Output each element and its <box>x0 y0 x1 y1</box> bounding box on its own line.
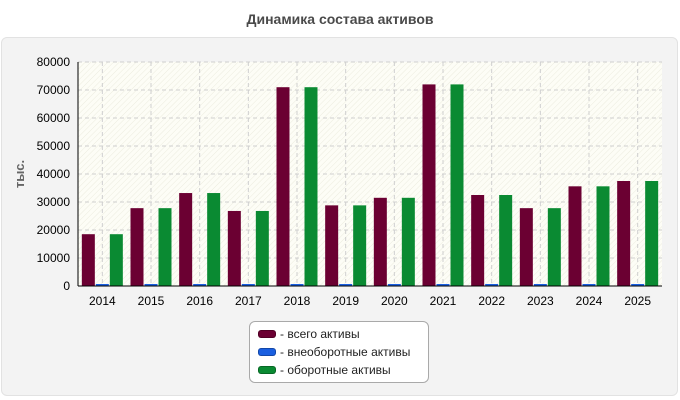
bar-2022-s0 <box>471 195 485 286</box>
bar-2014-s2 <box>109 234 123 286</box>
bar-2023-s1 <box>533 284 547 286</box>
chart-title: Динамика состава активов <box>246 11 434 27</box>
bar-2014-s0 <box>81 234 95 286</box>
x-tick-label: 2017 <box>235 294 262 308</box>
legend-swatch-current <box>258 366 276 374</box>
bar-2021-s2 <box>450 84 464 287</box>
x-tick-label: 2024 <box>576 294 603 308</box>
y-tick-label: 70000 <box>37 83 71 97</box>
bar-2020-s0 <box>373 197 387 286</box>
bar-2021-s1 <box>436 284 450 286</box>
bar-2024-s0 <box>568 186 582 286</box>
bar-2020-s1 <box>387 284 401 286</box>
legend-swatch-total <box>258 330 276 338</box>
y-tick-label: 20000 <box>37 223 71 237</box>
x-tick-label: 2023 <box>527 294 554 308</box>
bar-2015-s2 <box>158 208 172 286</box>
bar-2022-s1 <box>485 284 499 286</box>
bar-2015-s1 <box>144 284 158 286</box>
bars <box>81 84 659 287</box>
bar-2018-s0 <box>276 87 290 286</box>
bar-2023-s0 <box>519 208 533 286</box>
legend: - всего активы - внеоборотные активы - о… <box>249 321 429 383</box>
legend-label-current: - оборотные активы <box>280 363 391 377</box>
x-tick-labels: 2014 2015 2016 2017 2018 2019 2020 2021 2022 2023… <box>89 294 651 308</box>
y-tick-label: 0 <box>63 279 70 293</box>
bar-2015-s0 <box>130 208 144 286</box>
bar-2022-s2 <box>499 195 513 286</box>
x-tick-label: 2019 <box>332 294 359 308</box>
y-axis-label: тыс. <box>12 160 27 188</box>
bar-2024-s1 <box>582 284 596 286</box>
y-tick-label: 10000 <box>37 251 71 265</box>
axes <box>77 62 662 287</box>
bar-2018-s1 <box>290 284 304 286</box>
bar-2020-s2 <box>401 197 415 286</box>
x-tick-label: 2016 <box>186 294 213 308</box>
x-tick-label: 2014 <box>89 294 116 308</box>
bar-2019-s1 <box>339 284 353 286</box>
x-tick-label: 2020 <box>381 294 408 308</box>
bar-2017-s1 <box>241 284 255 286</box>
legend-item-current: - оборотные активы <box>258 361 428 379</box>
bar-2014-s1 <box>95 284 109 286</box>
y-tick-label: 60000 <box>37 111 71 125</box>
legend-item-noncurrent: - внеоборотные активы <box>258 343 428 361</box>
bar-2017-s2 <box>255 210 269 286</box>
y-tick-label: 50000 <box>37 139 71 153</box>
legend-label-total: - всего активы <box>280 327 360 341</box>
legend-label-noncurrent: - внеоборотные активы <box>280 345 411 359</box>
bar-2025-s0 <box>617 181 631 286</box>
x-tick-label: 2025 <box>624 294 651 308</box>
y-tick-labels: 0 10000 20000 30000 40000 50000 60000 70000 8000… <box>37 55 71 293</box>
bar-2017-s0 <box>227 210 241 286</box>
x-tick-label: 2018 <box>284 294 311 308</box>
y-tick-label: 30000 <box>37 195 71 209</box>
bar-2024-s2 <box>596 186 610 286</box>
bar-2019-s0 <box>325 205 339 286</box>
bar-2018-s2 <box>304 87 318 286</box>
grid-lines <box>78 61 662 286</box>
legend-swatch-noncurrent <box>258 348 276 356</box>
bar-2016-s0 <box>179 193 193 286</box>
x-tick-label: 2021 <box>430 294 457 308</box>
y-tick-label: 40000 <box>37 167 71 181</box>
legend-item-total: - всего активы <box>258 325 428 343</box>
bar-2016-s1 <box>193 284 207 286</box>
bar-2021-s0 <box>422 84 436 287</box>
bar-2025-s1 <box>631 284 645 286</box>
x-tick-label: 2022 <box>478 294 505 308</box>
y-tick-label: 80000 <box>37 55 71 69</box>
bar-2019-s2 <box>353 205 367 286</box>
bar-2023-s2 <box>547 208 561 286</box>
bar-2025-s2 <box>645 181 659 286</box>
x-tick-label: 2015 <box>138 294 165 308</box>
bar-2016-s2 <box>207 193 221 286</box>
